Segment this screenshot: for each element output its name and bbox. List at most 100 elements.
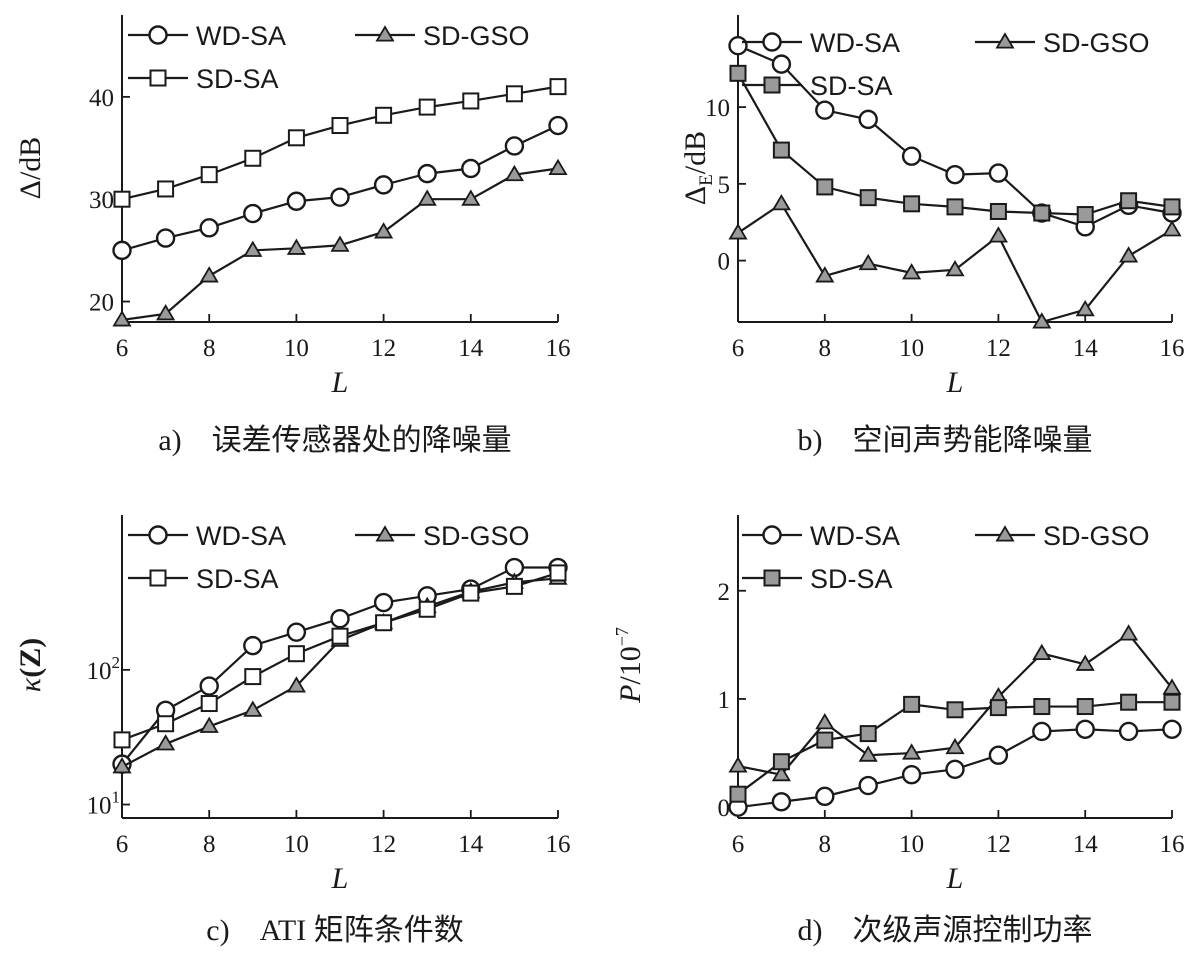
legend-label: WD-SA bbox=[196, 521, 286, 551]
x-tick-label: 6 bbox=[732, 831, 745, 858]
data-point-SD-SA bbox=[157, 180, 175, 198]
y-tick-label: 0 bbox=[718, 795, 731, 822]
data-point-SD-GSO bbox=[112, 310, 132, 327]
data-point-SD-SA bbox=[157, 715, 175, 733]
data-point-SD-SA bbox=[946, 198, 964, 216]
data-point-SD-SA bbox=[200, 695, 218, 713]
x-tick-label: 14 bbox=[1073, 335, 1099, 362]
x-tick-label: 12 bbox=[371, 335, 396, 362]
data-point-WD-SA bbox=[548, 115, 568, 136]
legend: WD-SA SD-GSO SD-SA bbox=[742, 521, 1150, 594]
data-point-SD-SA bbox=[331, 627, 349, 645]
data-point-SD-SA bbox=[113, 731, 131, 749]
data-point-SD-SA bbox=[1076, 698, 1094, 716]
data-point-SD-SA bbox=[287, 645, 305, 663]
data-point-SD-GSO bbox=[1119, 624, 1139, 641]
data-point-WD-SA bbox=[901, 765, 922, 785]
y-tick-label: 101 bbox=[87, 788, 121, 820]
y-tick-label: 30 bbox=[89, 187, 114, 214]
data-point-SD-GSO bbox=[1075, 299, 1095, 317]
x-tick-label: 16 bbox=[1160, 831, 1185, 858]
legend-label: WD-SA bbox=[810, 28, 900, 58]
data-point-SD-SA bbox=[1033, 204, 1051, 222]
data-point-WD-SA bbox=[858, 775, 878, 796]
data-point-SD-GSO bbox=[1075, 654, 1095, 671]
data-point-SD-GSO bbox=[1119, 246, 1139, 263]
data-point-SD-SA bbox=[816, 731, 834, 749]
data-point-WD-SA bbox=[858, 109, 878, 130]
data-point-SD-SA bbox=[287, 129, 305, 147]
data-point-WD-SA bbox=[199, 218, 219, 238]
x-axis-label: L bbox=[946, 862, 964, 895]
data-point-SD-GSO bbox=[504, 164, 524, 182]
y-tick-label: 2 bbox=[718, 579, 731, 606]
data-point-SD-GSO bbox=[771, 764, 791, 782]
legend-label: SD-GSO bbox=[1043, 521, 1150, 551]
x-tick-label: 10 bbox=[284, 335, 309, 362]
legend: WD-SA SD-GSO SD-SA bbox=[128, 21, 530, 94]
data-point-WD-SA bbox=[286, 622, 307, 642]
data-point-SD-SA bbox=[729, 785, 747, 803]
data-point-WD-SA bbox=[417, 163, 437, 184]
data-point-SD-SA bbox=[1076, 206, 1094, 224]
data-point-SD-GSO bbox=[858, 253, 878, 271]
x-tick-label: 6 bbox=[116, 831, 129, 858]
data-point-SD-GSO bbox=[243, 700, 263, 717]
y-tick-label: 102 bbox=[87, 653, 121, 685]
legend-label: SD-GSO bbox=[423, 521, 530, 551]
data-point-SD-SA bbox=[1163, 198, 1181, 216]
data-point-SD-SA bbox=[549, 564, 567, 582]
data-point-WD-SA bbox=[728, 36, 748, 56]
x-tick-label: 16 bbox=[1160, 335, 1185, 362]
y-axis-label: Δ/dB bbox=[14, 137, 47, 200]
data-point-SD-SA bbox=[989, 699, 1007, 717]
data-point-SD-SA bbox=[772, 141, 790, 159]
x-tick-label: 14 bbox=[458, 831, 484, 858]
legend-marker-SD-SA bbox=[149, 569, 167, 587]
data-point-SD-GSO bbox=[199, 266, 219, 283]
data-point-SD-GSO bbox=[902, 743, 922, 760]
legend-label: SD-SA bbox=[196, 564, 279, 594]
y-tick-label: 5 bbox=[718, 172, 731, 199]
x-tick-label: 6 bbox=[732, 335, 745, 362]
data-point-SD-GSO bbox=[330, 235, 350, 252]
data-point-SD-SA bbox=[903, 195, 921, 213]
chart-panel-2: 6 8 10 12 14 16 101 102 Lκ(Z) WD-SA SD-GSO SD-SA c) … bbox=[14, 515, 571, 947]
x-tick-label: 14 bbox=[1073, 831, 1099, 858]
data-point-SD-GSO bbox=[243, 240, 263, 257]
data-point-WD-SA bbox=[815, 786, 835, 807]
series-line-SD-GSO bbox=[121, 577, 559, 768]
y-tick-label: 20 bbox=[89, 290, 114, 317]
data-point-WD-SA bbox=[945, 759, 965, 780]
legend-label: SD-SA bbox=[810, 71, 893, 101]
legend-marker-WD-SA bbox=[762, 32, 782, 52]
data-point-WD-SA bbox=[988, 745, 1009, 765]
data-point-SD-GSO bbox=[771, 194, 791, 211]
data-point-WD-SA bbox=[815, 100, 835, 120]
x-axis-label: L bbox=[331, 862, 349, 895]
x-tick-label: 8 bbox=[819, 831, 832, 858]
chart-panel-0: 6 8 10 12 14 16 20 30 40 L Δ/dB WD-SA SD-GSO SD-SA a) … bbox=[14, 15, 571, 457]
y-tick-label: 0 bbox=[718, 249, 731, 276]
data-point-SD-GSO bbox=[461, 189, 481, 206]
data-point-WD-SA bbox=[286, 191, 307, 211]
data-point-SD-GSO bbox=[728, 756, 748, 773]
legend-label: WD-SA bbox=[196, 21, 286, 51]
chart-panel-1: 6 8 10 12 14 16 0 5 10 L ΔE/dB WD-SA SD-GSO SD-SA b) 空… bbox=[679, 15, 1185, 457]
data-point-WD-SA bbox=[1075, 719, 1095, 739]
legend-marker-SD-SA bbox=[763, 76, 781, 94]
data-point-SD-SA bbox=[1163, 693, 1181, 711]
data-point-SD-GSO bbox=[728, 223, 748, 240]
legend-label: SD-SA bbox=[810, 564, 893, 594]
data-point-WD-SA bbox=[243, 203, 263, 224]
panel-caption: a) 误差传感器处的降噪量 bbox=[158, 424, 511, 457]
y-tick-label: 40 bbox=[89, 85, 114, 112]
data-point-SD-SA bbox=[418, 98, 436, 116]
data-point-WD-SA bbox=[1162, 719, 1182, 739]
legend-marker-SD-SA bbox=[149, 69, 167, 87]
series-line-SD-SA bbox=[121, 85, 559, 201]
legend-marker-SD-GSO bbox=[375, 525, 395, 542]
data-point-SD-GSO bbox=[988, 226, 1008, 243]
panel-caption: b) 空间声势能降噪量 bbox=[798, 424, 1093, 457]
